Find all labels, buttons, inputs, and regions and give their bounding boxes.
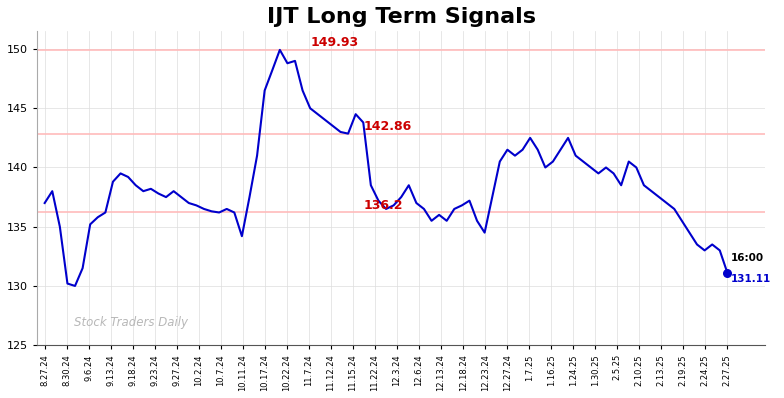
Title: IJT Long Term Signals: IJT Long Term Signals <box>267 7 535 27</box>
Text: 16:00: 16:00 <box>731 253 764 263</box>
Text: 142.86: 142.86 <box>363 120 412 133</box>
Text: 149.93: 149.93 <box>310 36 358 49</box>
Text: Stock Traders Daily: Stock Traders Daily <box>74 316 187 330</box>
Text: 131.11: 131.11 <box>731 274 771 284</box>
Point <box>721 269 734 276</box>
Text: 136.2: 136.2 <box>363 199 403 212</box>
